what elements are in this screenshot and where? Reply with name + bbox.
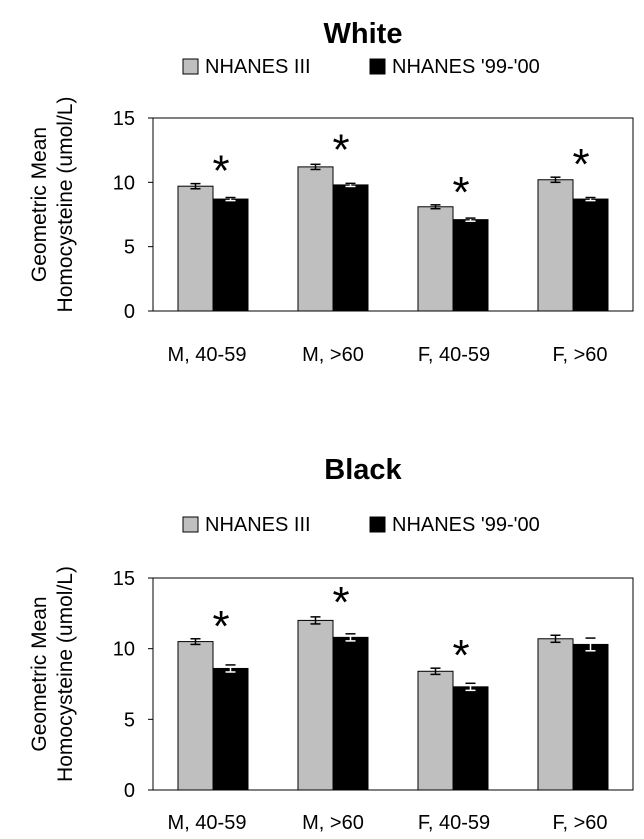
error-bar [345,633,356,642]
error-bar [225,664,236,673]
category-label: F, >60 [552,344,607,366]
chart-title: Black [324,454,402,486]
error-bar [430,204,441,210]
y-tick-label: 15 [113,108,135,130]
category-label: M, >60 [302,812,364,834]
bar [212,198,249,312]
y-tick-label: 5 [124,709,135,731]
category-label: M, 40-59 [168,344,247,366]
plot-area [152,577,634,791]
category-label: F, >60 [552,812,607,834]
bar [177,641,214,791]
error-bar [550,176,561,184]
category-label: F, 40-59 [418,812,490,834]
category-label: M, 40-59 [168,812,247,834]
legend-swatch [182,516,199,533]
significance-marker: * [212,147,229,196]
significance-marker: * [572,140,589,189]
bar [417,206,454,312]
y-axis-label: Geometric Mean [28,596,51,751]
bar [212,667,249,791]
y-axis-label: Homocysteine (umol/L) [54,97,77,313]
bar [177,185,214,312]
legend-swatch [182,58,199,75]
legend-swatch [369,516,386,533]
error-bar [585,196,596,202]
significance-marker: * [452,168,469,217]
bar [452,686,489,791]
error-bar [465,217,476,222]
error-bar [310,616,321,625]
chart-panel-1: White NHANES III NHANES '99-'00 0 5 10 15 Geome… [28,18,634,366]
bar [297,166,334,312]
bar [332,184,369,312]
error-bar [585,637,596,652]
error-bar [225,196,236,202]
chart-title: White [324,18,403,50]
error-bar [190,638,201,646]
legend-label: NHANES III [205,56,311,78]
legend-swatch [369,58,386,75]
y-tick-label: 10 [113,172,135,194]
significance-marker: * [452,631,469,680]
error-bar [430,667,441,676]
legend-label: NHANES III [205,514,311,536]
error-bar [345,182,356,188]
bar [537,638,574,791]
category-label: F, 40-59 [418,344,490,366]
significance-marker: * [212,602,229,651]
error-bar [550,634,561,644]
bar [572,198,609,312]
error-bar [310,163,321,171]
bar [452,219,489,312]
y-axis-label: Homocysteine (umol/L) [54,566,77,782]
error-bar [190,182,201,190]
y-tick-label: 15 [113,568,135,590]
significance-marker: * [332,578,349,627]
y-tick-label: 10 [113,639,135,661]
bar [572,643,609,791]
plot-area [152,117,634,312]
category-label: M, >60 [302,344,364,366]
y-tick-label: 5 [124,237,135,259]
bar [332,636,369,791]
y-axis-label: Geometric Mean [28,127,51,282]
legend-label: NHANES '99-'00 [392,56,540,78]
y-tick-label: 0 [124,301,135,323]
legend-label: NHANES '99-'00 [392,514,540,536]
chart-panel-2: Black NHANES III NHANES '99-'00 0 5 10 15 Geome… [28,454,634,834]
error-bar [465,682,476,692]
bar [417,670,454,791]
y-tick-label: 0 [124,780,135,802]
significance-marker: * [332,125,349,174]
bar [297,619,334,791]
bar [537,179,574,312]
